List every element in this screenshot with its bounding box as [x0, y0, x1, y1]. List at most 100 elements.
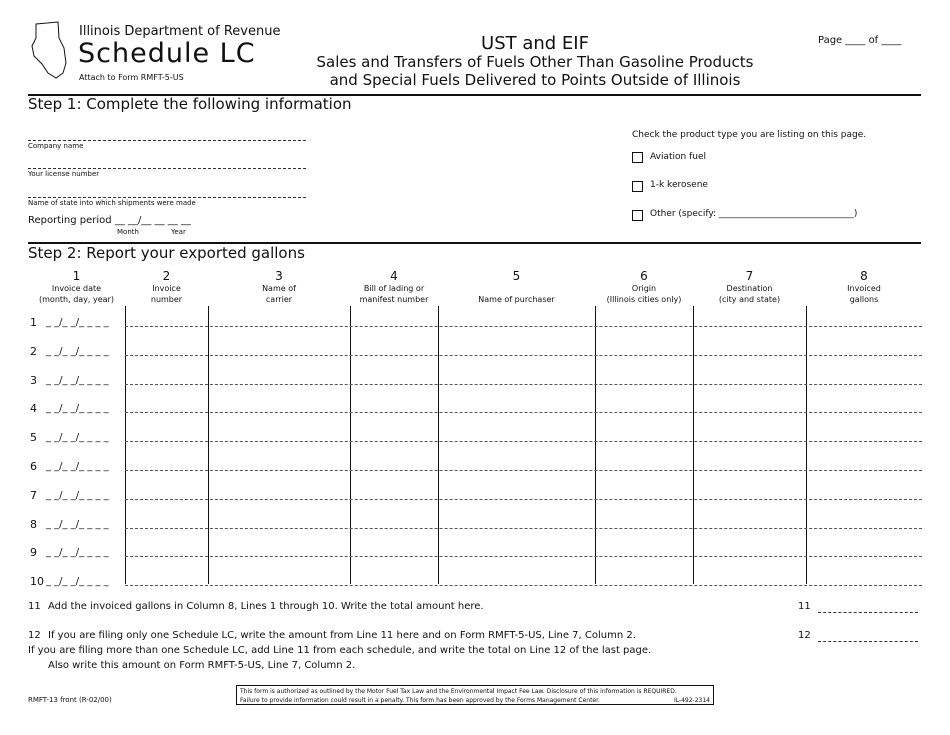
form-id: RMFT-13 front (R-02/00) — [28, 696, 112, 704]
column-label-2: carrier — [265, 295, 293, 304]
month-label: Month — [117, 228, 139, 236]
form-title: UST and EIF — [481, 33, 589, 54]
other-label[interactable]: Other (specify: ________________________… — [650, 209, 858, 219]
illinois-map-logo — [31, 21, 67, 79]
row-number: 1 — [30, 316, 37, 329]
column-number: 1 — [72, 269, 81, 283]
line12-text: If you are filing only one Schedule LC, … — [48, 630, 636, 641]
state-label: Name of state into which shipments were … — [28, 199, 196, 207]
column-header: 6 Origin (Illinois cities only) — [595, 269, 693, 305]
invoice-date-input[interactable]: _ _/_ _/_ _ _ _ — [46, 345, 109, 357]
form-code: IL-492-2314 — [673, 697, 710, 704]
company-name-label: Company name — [28, 142, 84, 150]
row-number: 10 — [30, 575, 44, 589]
invoice-date-input[interactable]: _ _/_ _/_ _ _ _ — [46, 489, 109, 501]
column-number: 2 — [162, 269, 171, 283]
line11-label: 11 — [798, 601, 811, 612]
kerosene-label: 1-k kerosene — [650, 180, 708, 190]
column-divider — [208, 306, 209, 584]
step1-heading: Step 1: Complete the following informati… — [28, 95, 352, 113]
agency-name: Illinois Department of Revenue — [79, 24, 281, 39]
reporting-period-field[interactable]: Reporting period __ __/__ __ __ __ — [28, 215, 191, 226]
column-header: 3 Name of carrier — [208, 269, 350, 305]
invoice-date-input[interactable]: _ _/_ _/_ _ _ _ — [46, 547, 109, 559]
line12-label: 12 — [798, 630, 811, 641]
row-number: 6 — [30, 460, 37, 473]
attach-note: Attach to Form RMFT-5-US — [79, 73, 184, 82]
step2-heading: Step 2: Report your exported gallons — [28, 244, 305, 262]
line11-text: Add the invoiced gallons in Column 8, Li… — [48, 601, 484, 612]
column-label-1: Invoice — [152, 284, 181, 293]
invoice-date-input[interactable]: _ _/_ _/_ _ _ _ — [46, 403, 109, 415]
schedule-title: Schedule LC — [78, 38, 256, 69]
license-number-input[interactable] — [28, 158, 306, 169]
table-row[interactable] — [125, 383, 922, 385]
year-label: Year — [171, 228, 186, 236]
invoice-date-input[interactable]: _ _/_ _/_ _ _ _ — [46, 518, 109, 530]
form-subtitle-2: and Special Fuels Delivered to Points Ou… — [329, 71, 741, 89]
state-input[interactable] — [28, 187, 306, 198]
column-label-2: (city and state) — [718, 295, 781, 304]
notice-line-2: Failure to provide information could res… — [240, 696, 710, 705]
table-row[interactable] — [125, 585, 922, 587]
column-label-1: Invoice date — [51, 284, 102, 293]
column-number: 3 — [275, 269, 283, 283]
column-header: 4 Bill of lading or manifest number — [350, 269, 438, 305]
column-divider — [125, 306, 126, 584]
license-number-label: Your license number — [28, 170, 100, 178]
column-divider — [693, 306, 694, 584]
page-number-field[interactable]: Page ____ of ____ — [818, 35, 902, 46]
row-number: 5 — [30, 431, 37, 445]
row-number: 3 — [30, 373, 37, 387]
authorization-notice: This form is authorized as outlined by t… — [236, 685, 714, 705]
table-row[interactable] — [125, 556, 922, 558]
column-label-1: Bill of lading or — [363, 284, 425, 293]
aviation-fuel-checkbox[interactable] — [632, 152, 643, 163]
column-header: 2 Invoice number — [125, 269, 208, 305]
column-label-2: number — [150, 295, 183, 304]
table-row[interactable] — [125, 498, 922, 500]
product-prompt: Check the product type you are listing o… — [632, 130, 867, 140]
kerosene-checkbox[interactable] — [632, 181, 643, 192]
notice-line-1: This form is authorized as outlined by t… — [240, 688, 677, 695]
invoice-date-input[interactable]: _ _/_ _/_ _ _ _ — [46, 374, 109, 386]
column-label-1: Name of — [262, 284, 296, 293]
line12-input[interactable] — [818, 631, 918, 642]
form-subtitle-1: Sales and Transfers of Fuels Other Than … — [316, 53, 754, 71]
table-row[interactable] — [125, 527, 922, 529]
line12-number: 12 — [28, 630, 41, 641]
column-header: 7 Destination (city and state) — [693, 269, 806, 305]
column-header: 5 Name of purchaser — [438, 269, 595, 305]
invoice-date-input[interactable]: _ _/_ _/_ _ _ _ — [46, 576, 109, 588]
column-divider — [806, 306, 807, 584]
column-divider — [438, 306, 439, 584]
column-divider — [595, 306, 596, 584]
row-number: 8 — [30, 517, 37, 531]
row-number: 9 — [30, 546, 37, 560]
column-label-2: (month, day, year) — [39, 295, 114, 304]
other-checkbox[interactable] — [632, 210, 643, 221]
divider — [28, 94, 921, 96]
row-number: 7 — [30, 488, 37, 502]
table-row[interactable] — [125, 326, 922, 327]
line11-number: 11 — [28, 601, 41, 612]
table-row[interactable] — [125, 470, 922, 471]
column-number: 5 — [512, 269, 521, 283]
invoice-date-input[interactable]: _ _/_ _/_ _ _ _ — [46, 461, 109, 472]
table-row[interactable] — [125, 441, 922, 443]
column-number: 4 — [390, 269, 398, 283]
row-number: 2 — [30, 344, 37, 358]
invoice-date-input[interactable]: _ _/_ _/_ _ _ _ — [46, 317, 109, 328]
column-label-2: Name of purchaser — [478, 295, 555, 304]
company-name-input[interactable] — [28, 130, 306, 141]
column-number: 6 — [640, 269, 648, 283]
table-row[interactable] — [125, 412, 922, 414]
table-row[interactable] — [125, 354, 922, 356]
line11-input[interactable] — [818, 602, 918, 613]
column-number: 8 — [860, 269, 868, 283]
column-number: 7 — [745, 269, 754, 283]
invoice-date-input[interactable]: _ _/_ _/_ _ _ _ — [46, 432, 109, 444]
column-header: 1 Invoice date (month, day, year) — [28, 269, 125, 305]
column-label-2: manifest number — [359, 295, 429, 304]
